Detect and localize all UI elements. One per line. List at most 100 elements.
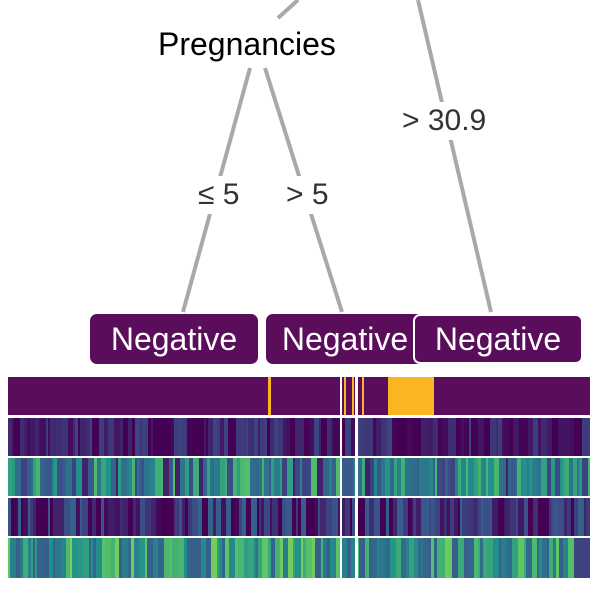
heatmap-cell — [142, 418, 148, 456]
heatmap-cell — [144, 458, 150, 496]
heatmap-cell — [359, 498, 365, 536]
heatmap-cell — [91, 538, 93, 578]
heatmap-cell — [48, 418, 50, 456]
heatmap-cell — [251, 498, 257, 536]
heatmap-cell — [227, 458, 233, 496]
heatmap-cell — [261, 498, 264, 536]
heatmap-cell — [132, 458, 135, 496]
heatmap-cell — [259, 458, 262, 496]
heatmap-cell — [504, 498, 506, 536]
heatmap-cell — [46, 458, 52, 496]
heatmap-cell — [323, 538, 327, 578]
heatmap-cell — [342, 538, 347, 578]
heatmap-cell — [136, 498, 140, 536]
heatmap-cell — [518, 538, 524, 578]
heatmap-cell — [563, 538, 568, 578]
heatmap-cell — [427, 418, 433, 456]
heatmap-positive-cell-5 — [388, 377, 434, 415]
heatmap-cell — [106, 538, 111, 578]
heatmap-cell — [145, 538, 147, 578]
heatmap-cell — [461, 418, 464, 456]
heatmap-cell — [88, 458, 94, 496]
heatmap-cell — [342, 498, 345, 536]
heatmap-cell — [156, 498, 161, 536]
heatmap-cell — [120, 498, 123, 536]
heatmap-cell — [275, 538, 280, 578]
heatmap-cell — [92, 498, 96, 536]
heatmap-cell — [169, 458, 173, 496]
heatmap-cell — [177, 498, 179, 536]
heatmap-cell — [128, 498, 133, 536]
heatmap-cell — [295, 458, 300, 496]
heatmap-cell — [257, 498, 259, 536]
heatmap-cell — [558, 418, 564, 456]
heatmap-cell — [206, 538, 211, 578]
leaf-node-2: Negative — [266, 314, 424, 364]
heatmap-cell — [114, 498, 120, 536]
heatmap-cell — [433, 458, 435, 496]
heatmap-cell — [507, 538, 512, 578]
heatmap-cell — [407, 418, 410, 456]
heatmap-cell — [187, 418, 193, 456]
heatmap-cell — [321, 538, 323, 578]
heatmap-cell — [447, 498, 450, 536]
heatmap-cell — [248, 538, 254, 578]
heatmap-cell — [541, 418, 547, 456]
heatmap-cell — [226, 498, 231, 536]
heatmap-cell — [99, 418, 104, 456]
heatmap-cell — [493, 538, 499, 578]
heatmap-cell — [139, 458, 141, 496]
heatmap-cell — [532, 458, 537, 496]
heatmap-cell — [82, 498, 88, 536]
heatmap-cell — [31, 538, 33, 578]
heatmap-cell — [55, 538, 61, 578]
heatmap-cell — [236, 418, 241, 456]
heatmap-cell — [198, 418, 204, 456]
heatmap-cell — [311, 458, 317, 496]
heatmap-cell — [444, 498, 447, 536]
heatmap-cell — [488, 458, 494, 496]
heatmap-cell — [128, 538, 131, 578]
heatmap-cell — [240, 458, 244, 496]
heatmap-cell — [89, 538, 91, 578]
heatmap-cell — [145, 498, 151, 536]
heatmap-cell — [543, 498, 546, 536]
heatmap-cell — [499, 458, 503, 496]
heatmap-cell — [94, 418, 99, 456]
heatmap-cell — [538, 418, 541, 456]
heatmap-cell — [486, 458, 488, 496]
heatmap-cell — [42, 498, 48, 536]
heatmap-cell — [381, 458, 385, 496]
heatmap-cell — [513, 418, 519, 456]
heatmap-cell — [578, 498, 584, 536]
heatmap-cell — [88, 498, 92, 536]
heatmap-cell — [80, 498, 82, 536]
heatmap-cell — [453, 418, 456, 456]
heatmap-cell — [489, 498, 492, 536]
heatmap-cell — [244, 458, 250, 496]
heatmap-cell — [166, 458, 169, 496]
heatmap-cell — [189, 458, 193, 496]
heatmap-cell — [10, 538, 16, 578]
heatmap-cell — [174, 418, 179, 456]
heatmap-cell — [526, 538, 532, 578]
heatmap-cell — [179, 498, 182, 536]
heatmap-cell — [179, 418, 183, 456]
heatmap-cell — [390, 538, 396, 578]
heatmap-cell — [414, 538, 418, 578]
heatmap-cell — [147, 538, 153, 578]
heatmap-cell — [48, 498, 50, 536]
heatmap-cell — [140, 418, 142, 456]
heatmap-cell — [40, 458, 42, 496]
heatmap-cell — [410, 418, 412, 456]
heatmap-cell — [564, 418, 569, 456]
heatmap-cell — [76, 498, 78, 536]
heatmap-cell — [492, 498, 498, 536]
heatmap-cell — [421, 418, 427, 456]
heatmap-cell — [360, 458, 362, 496]
heatmap-cell — [506, 458, 508, 496]
heatmap-cell — [140, 498, 145, 536]
heatmap-cell — [288, 498, 292, 536]
edge-label-gt5: > 5 — [282, 176, 333, 214]
